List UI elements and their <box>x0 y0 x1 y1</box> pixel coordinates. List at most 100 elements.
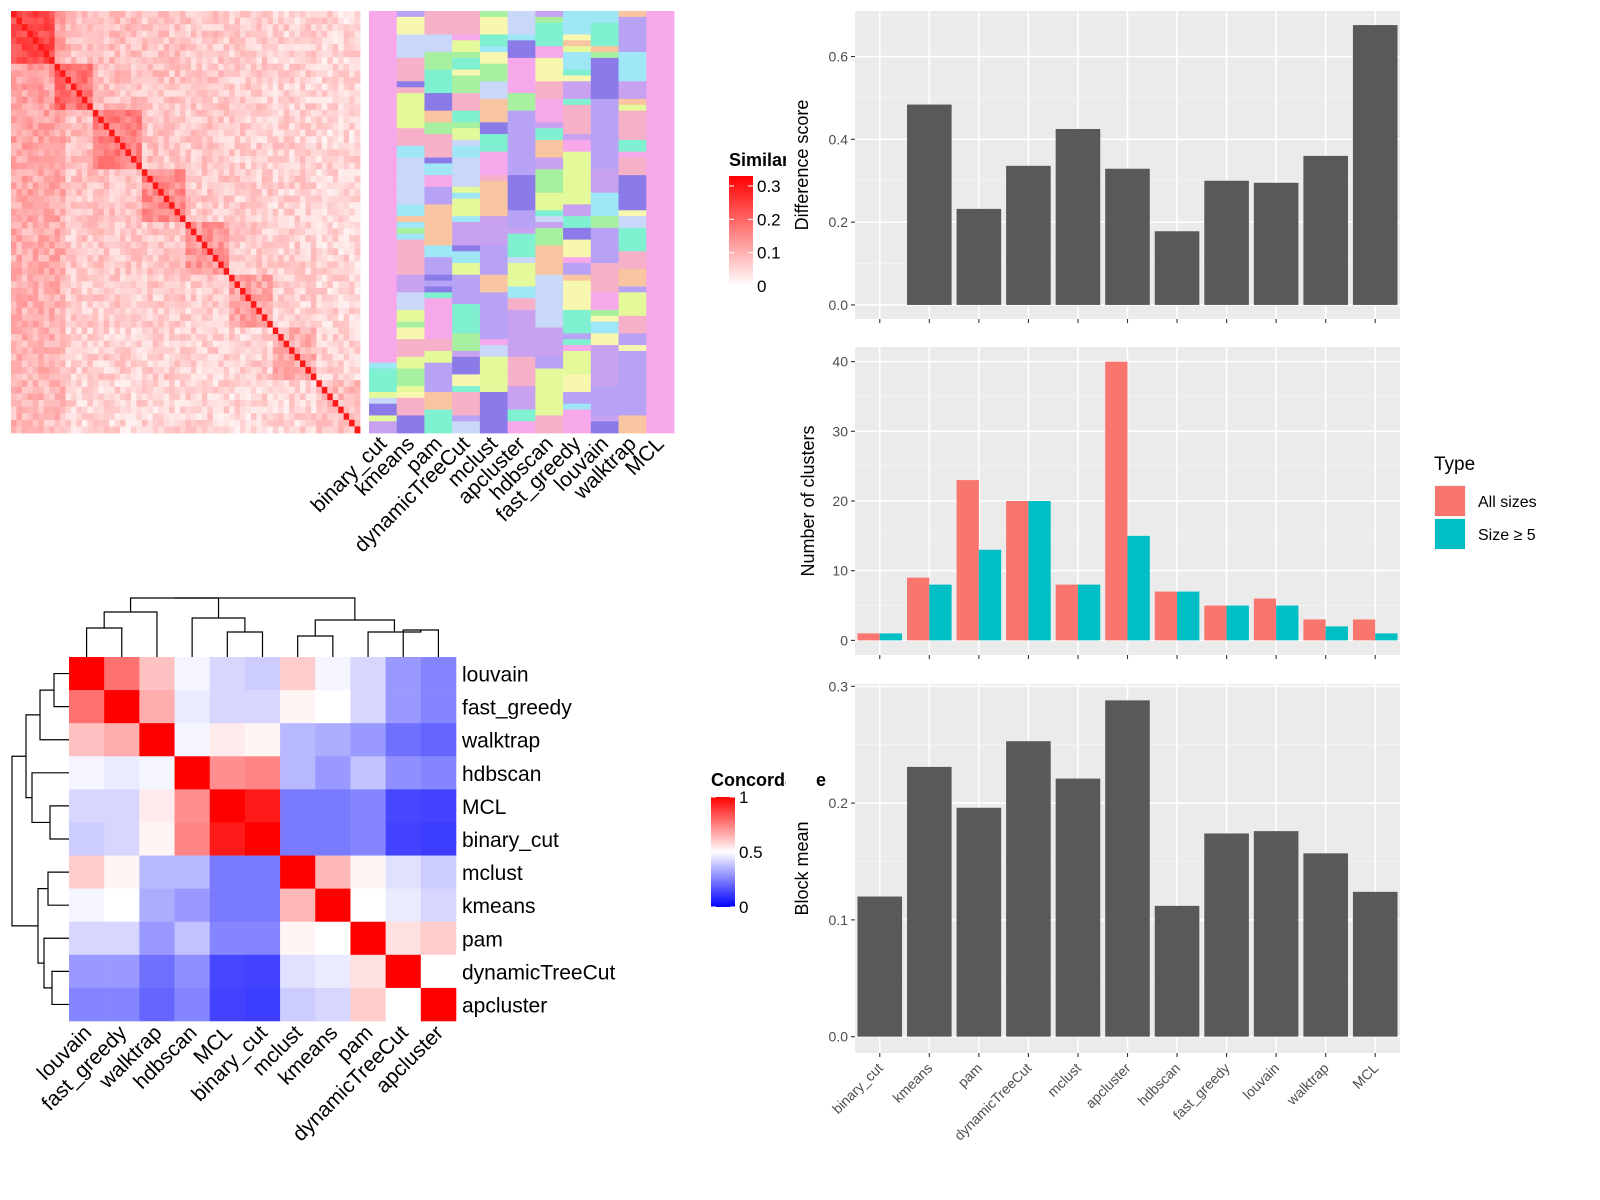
assignment-cell <box>618 110 647 117</box>
assignment-cell <box>396 321 425 328</box>
similarity-cell <box>27 307 34 315</box>
similarity-cell <box>305 347 312 355</box>
similarity-cell <box>163 109 170 117</box>
similarity-cell <box>174 222 181 229</box>
similarity-cell <box>294 50 301 58</box>
assignment-cell <box>563 268 592 276</box>
assignment-cell <box>535 298 564 305</box>
similarity-cell <box>338 274 345 282</box>
similarity-cell <box>310 215 317 223</box>
similarity-cell <box>21 11 28 18</box>
similarity-cell <box>27 50 34 58</box>
similarity-cell <box>338 17 345 25</box>
similarity-cell <box>327 419 334 427</box>
similarity-cell <box>240 254 246 262</box>
similarity-cell <box>310 43 317 51</box>
similarity-cell <box>316 347 323 355</box>
similarity-cell <box>92 327 99 335</box>
similarity-cell <box>103 136 110 144</box>
similarity-cell <box>60 274 66 282</box>
similarity-cell <box>27 320 34 328</box>
similarity-cell <box>332 149 339 157</box>
assignment-cell <box>563 116 592 123</box>
similarity-cell <box>65 43 72 51</box>
similarity-cell <box>136 393 143 401</box>
similarity-cell <box>294 63 301 71</box>
similarity-cell <box>234 83 241 91</box>
assignment-cell <box>590 216 619 223</box>
similarity-cell <box>130 83 137 91</box>
similarity-cell <box>234 142 241 150</box>
assignment-cell <box>618 204 647 211</box>
similarity-cell <box>289 307 295 315</box>
similarity-cell <box>163 162 170 170</box>
assignment-cell <box>424 34 453 41</box>
similarity-cell <box>125 96 132 104</box>
concordance-cell <box>244 822 281 856</box>
assignment-cell <box>424 75 453 82</box>
similarity-cell <box>98 268 105 276</box>
similarity-cell <box>147 426 154 434</box>
similarity-cell <box>234 287 241 295</box>
similarity-cell <box>218 380 225 388</box>
similarity-cell <box>245 156 252 164</box>
similarity-cell <box>38 353 45 361</box>
similarity-cell <box>305 11 312 18</box>
similarity-cell <box>321 294 328 302</box>
assignment-cell <box>452 391 481 399</box>
similarity-cell <box>98 136 105 144</box>
similarity-cell <box>349 307 355 315</box>
similarity-cell <box>169 215 175 223</box>
similarity-cell <box>114 37 121 45</box>
similarity-cell <box>147 30 154 38</box>
similarity-cell <box>16 116 23 124</box>
similarity-cell <box>201 340 208 348</box>
concordance-cell <box>350 756 386 790</box>
assignment-cell <box>646 427 675 434</box>
similarity-cell <box>207 314 214 322</box>
concordance-cell <box>244 723 281 757</box>
similarity-cell <box>70 63 77 71</box>
similarity-cell <box>294 367 301 375</box>
similarity-cell <box>32 11 39 18</box>
similarity-cell <box>180 413 186 421</box>
similarity-cell <box>60 281 66 289</box>
similarity-cell <box>32 189 39 197</box>
similarity-cell <box>120 320 126 328</box>
similarity-cell <box>201 334 208 342</box>
similarity-cell <box>11 83 17 91</box>
similarity-cell <box>130 222 137 229</box>
similarity-cell <box>218 400 225 408</box>
similarity-cell <box>300 208 306 216</box>
similarity-cell <box>229 327 235 335</box>
similarity-cell <box>294 116 301 124</box>
similarity-cell <box>60 347 66 355</box>
assignment-cell <box>396 46 425 53</box>
similarity-cell <box>272 208 279 216</box>
similarity-cell <box>11 103 17 111</box>
similarity-cell <box>294 268 301 276</box>
similarity-cell <box>349 215 355 223</box>
similarity-cell <box>87 334 94 342</box>
similarity-cell <box>283 116 290 124</box>
similarity-cell <box>223 274 230 282</box>
similarity-cell <box>49 301 56 309</box>
similarity-cell <box>81 353 88 361</box>
similarity-cell <box>272 123 279 131</box>
similarity-cell <box>349 149 355 157</box>
similarity-cell <box>32 360 39 368</box>
similarity-cell <box>190 43 197 51</box>
similarity-cell <box>60 76 66 84</box>
similarity-cell <box>169 406 175 414</box>
similarity-cell <box>349 248 355 256</box>
similarity-cell <box>354 353 361 361</box>
similarity-cell <box>201 254 208 262</box>
similarity-cell <box>305 327 312 335</box>
assignment-cell <box>646 46 675 53</box>
similarity-cell <box>190 182 197 190</box>
similarity-cell <box>109 347 116 355</box>
assignment-cell <box>507 286 536 293</box>
similarity-cell <box>87 156 94 164</box>
similarity-cell <box>256 353 263 361</box>
assignment-cell <box>646 415 675 422</box>
